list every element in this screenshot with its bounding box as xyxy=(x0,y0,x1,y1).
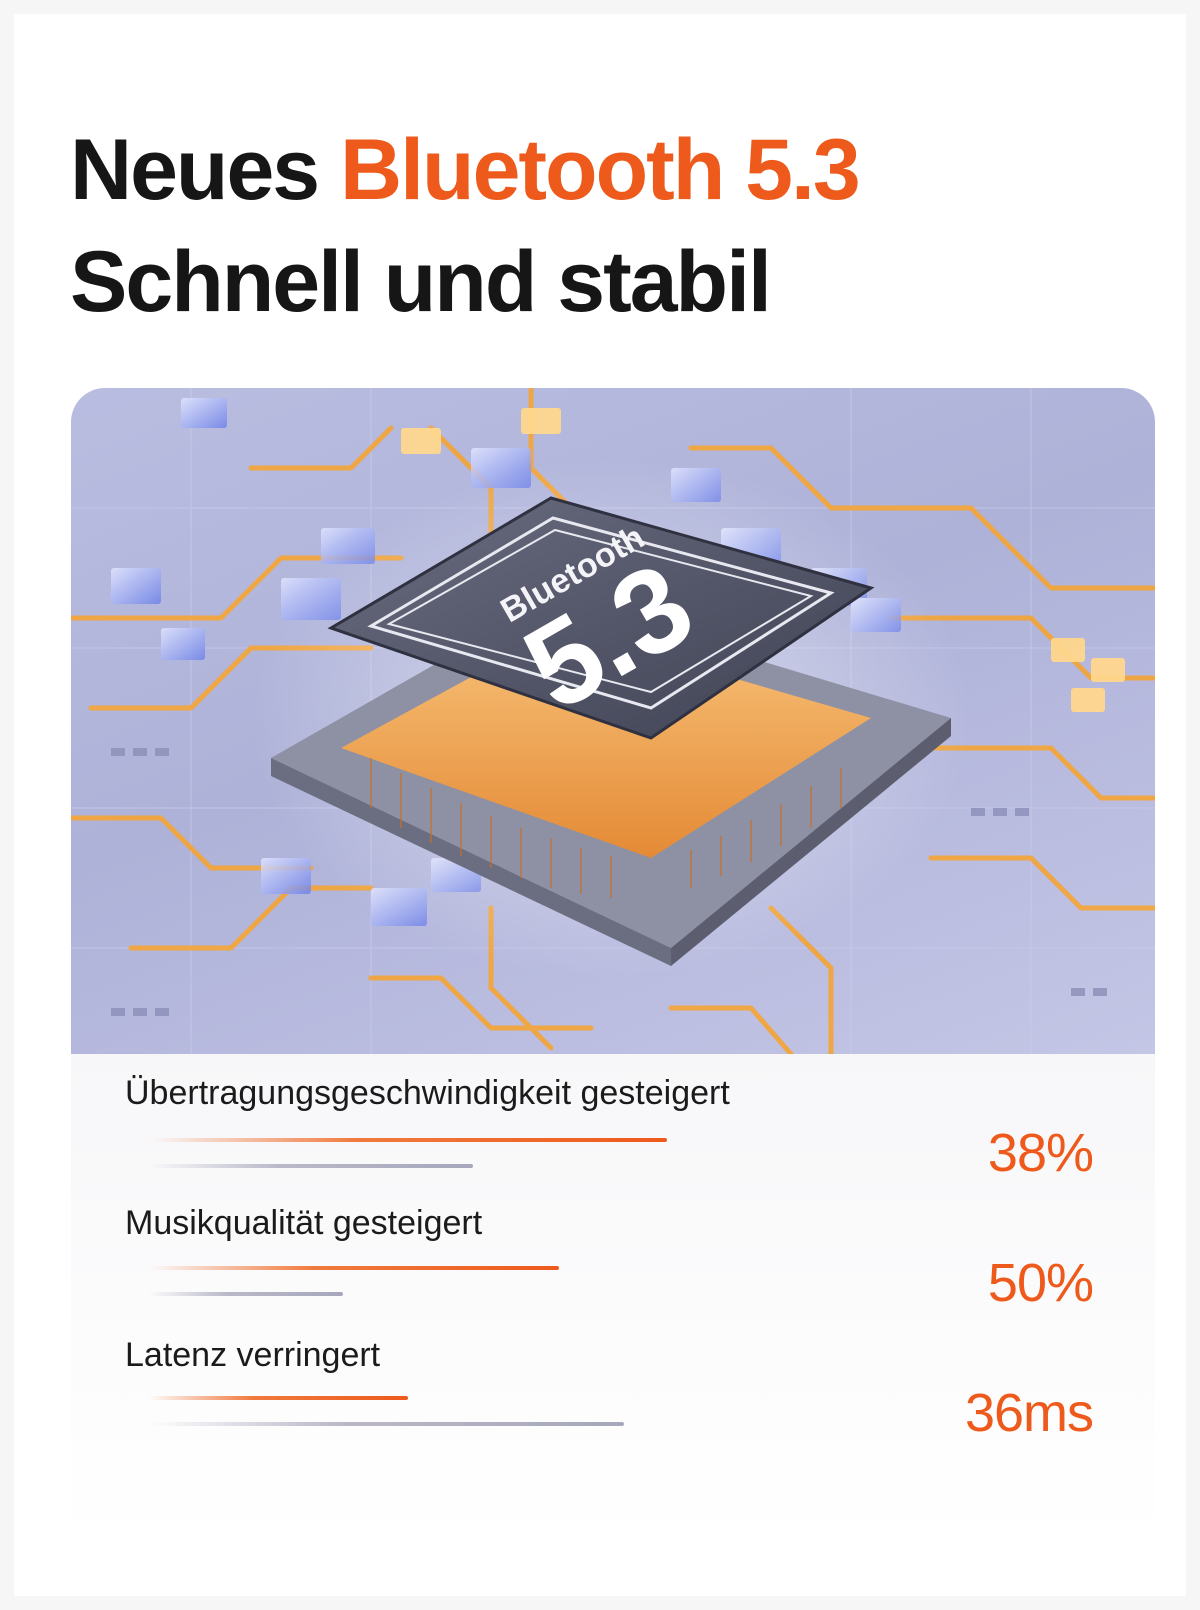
chip-pins xyxy=(341,628,871,858)
stat-value: 36ms xyxy=(964,1383,1094,1443)
chip-top xyxy=(327,496,875,740)
circuit-pads xyxy=(111,748,1107,1016)
stat-label: Übertragungsgeschwindigkeit gesteigert xyxy=(125,1074,730,1112)
stat-bar-old xyxy=(149,1292,343,1296)
page: Neues Bluetooth 5.3 Schnell und stabil xyxy=(14,14,1186,1596)
stat-label: Latenz verringert xyxy=(125,1336,381,1374)
headline-accent: Bluetooth 5.3 xyxy=(340,122,861,218)
stat-bar-new xyxy=(149,1396,408,1400)
stat-bar-old xyxy=(149,1422,624,1426)
headline-prefix: Neues xyxy=(70,122,320,218)
stat-bar-new xyxy=(149,1266,559,1270)
headline-subtitle: Schnell und stabil xyxy=(70,234,772,330)
circuit-board-image: Bluetooth 5.3 xyxy=(71,388,1155,1054)
headline: Neues Bluetooth 5.3 Schnell und stabil xyxy=(70,114,861,338)
stat-label: Musikqualität gesteigert xyxy=(125,1204,483,1242)
stat-value: 50% xyxy=(987,1253,1094,1313)
chip-illustration: Bluetooth 5.3 xyxy=(71,388,1155,1054)
stat-bar-new xyxy=(149,1138,667,1142)
stat-bar-old xyxy=(149,1164,473,1168)
stat-value: 38% xyxy=(987,1123,1094,1183)
stats-panel: Übertragungsgeschwindigkeit gesteigert 3… xyxy=(71,1054,1155,1540)
glowing-pads xyxy=(401,408,1125,712)
